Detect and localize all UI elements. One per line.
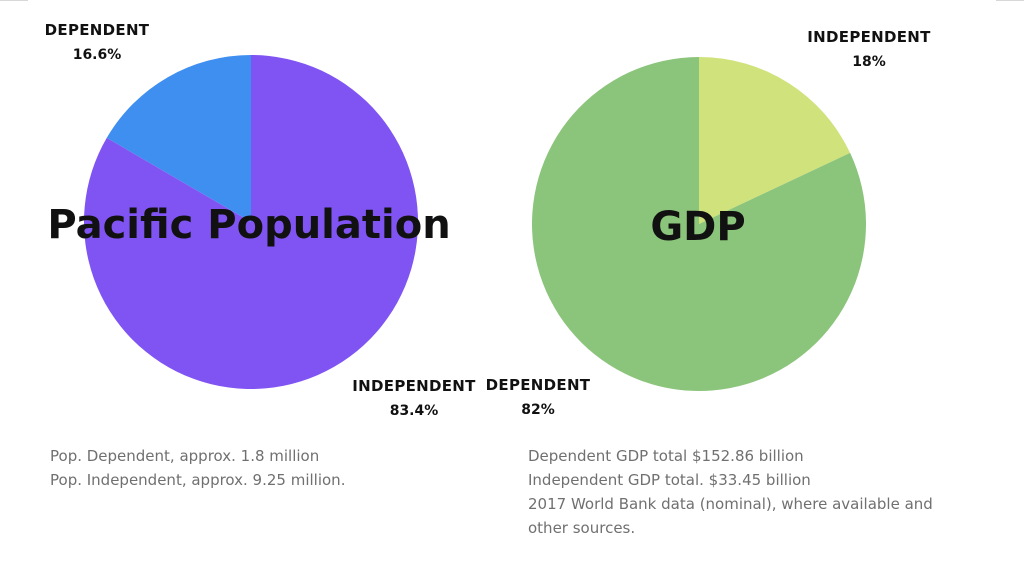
pie1-slice-independent <box>84 55 418 389</box>
gdp-note-dependent: Dependent GDP total $152.86 billion <box>528 447 804 465</box>
pie1-value-dependent: 16.6% <box>73 47 122 63</box>
pie1-title: Pacific Population <box>47 202 450 248</box>
pie2-label-dependent: DEPENDENT <box>486 376 591 394</box>
gdp-note-source-cont: other sources. <box>528 519 636 537</box>
population-pie-chart: DEPENDENT 16.6% INDEPENDENT 83.4% Pacific Po… <box>45 21 476 419</box>
pie1-label-independent: INDEPENDENT <box>352 377 476 395</box>
population-note-independent: Pop. Independent, approx. 9.25 million. <box>50 471 346 489</box>
gdp-notes: Dependent GDP total $152.86 billion Inde… <box>528 444 933 540</box>
pie1-label-dependent: DEPENDENT <box>45 21 150 39</box>
pie2-value-independent: 18% <box>852 54 886 70</box>
pie2-slice-dependent <box>532 57 866 391</box>
gdp-note-independent: Independent GDP total. $33.45 billion <box>528 471 811 489</box>
pie1-slice-dependent <box>106 55 251 222</box>
pie2-value-dependent: 82% <box>521 402 555 418</box>
top-right-border <box>996 0 1024 1</box>
population-note-dependent: Pop. Dependent, approx. 1.8 million <box>50 447 320 465</box>
pie1-value-independent: 83.4% <box>390 403 439 419</box>
pie2-label-independent: INDEPENDENT <box>807 28 931 46</box>
gdp-pie-chart: INDEPENDENT 18% DEPENDENT 82% GDP <box>486 28 931 418</box>
gdp-note-source: 2017 World Bank data (nominal), where av… <box>528 495 933 513</box>
top-left-border <box>0 0 28 1</box>
population-notes: Pop. Dependent, approx. 1.8 million Pop.… <box>50 444 345 492</box>
pie2-title: GDP <box>650 204 745 250</box>
pie2-slice-independent <box>699 57 851 224</box>
